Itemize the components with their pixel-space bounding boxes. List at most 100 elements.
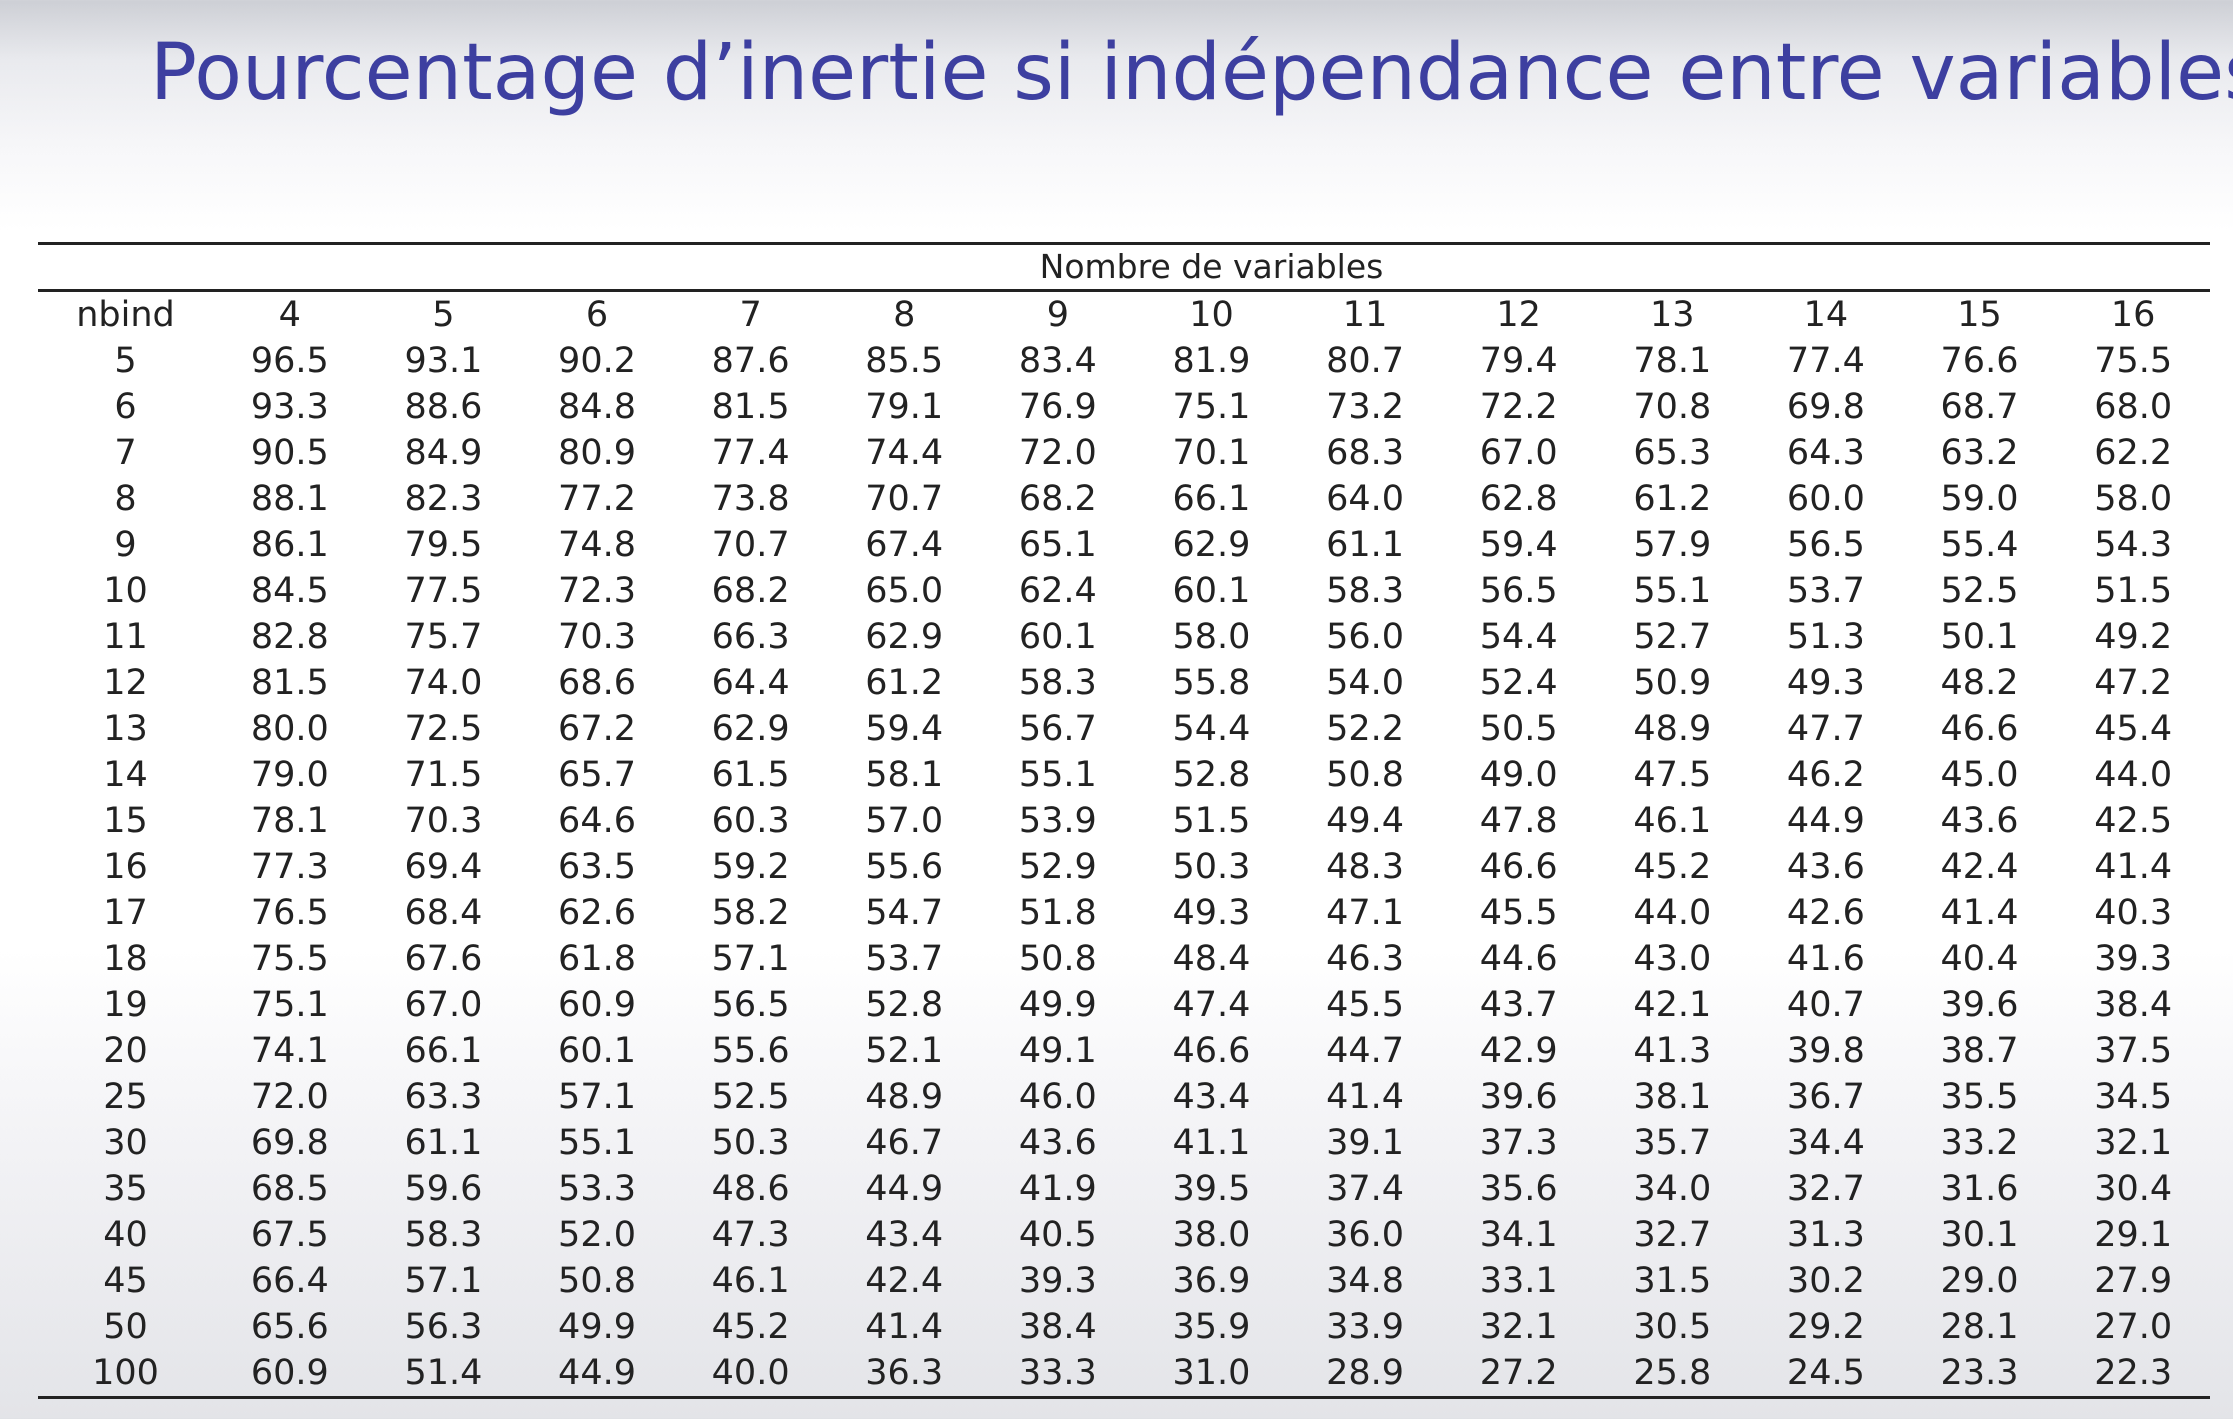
value-cell: 56.5 xyxy=(711,985,790,1025)
value-cell: 38.7 xyxy=(1940,1031,2019,1071)
table-row: 7 90.5 84.9 80.9 77.4 74.4 72.0 70.1 68.3 67.0 65.… xyxy=(38,430,2210,476)
value-cell: 44.9 xyxy=(865,1169,944,1209)
value-cell: 46.1 xyxy=(711,1261,790,1301)
value-cell: 33.9 xyxy=(1326,1307,1405,1347)
value-cell: 93.1 xyxy=(404,341,483,381)
value-cell: 44.0 xyxy=(1633,893,1712,933)
table-row: 13 80.0 72.5 67.2 62.9 59.4 56.7 54.4 52.2 50.5 48… xyxy=(38,706,2210,752)
value-cell: 45.0 xyxy=(1940,755,2019,795)
value-cell: 47.7 xyxy=(1786,709,1865,749)
value-cell: 46.0 xyxy=(1018,1077,1097,1117)
value-cell: 48.9 xyxy=(1633,709,1712,749)
value-cell: 34.5 xyxy=(2094,1077,2173,1117)
table-row: 12 81.5 74.0 68.6 64.4 61.2 58.3 55.8 54.0 52.4 50… xyxy=(38,660,2210,706)
value-cell: 57.1 xyxy=(711,939,790,979)
value-cell: 34.4 xyxy=(1786,1123,1865,1163)
value-cell: 58.3 xyxy=(404,1215,483,1255)
value-cell: 70.1 xyxy=(1172,433,1251,473)
nbind-cell: 6 xyxy=(114,387,137,427)
value-cell: 52.7 xyxy=(1633,617,1712,657)
value-cell: 53.9 xyxy=(1018,801,1097,841)
value-cell: 45.4 xyxy=(2094,709,2173,749)
value-cell: 44.9 xyxy=(1786,801,1865,841)
value-cell: 57.1 xyxy=(404,1261,483,1301)
value-cell: 45.2 xyxy=(711,1307,790,1347)
nbind-cell: 25 xyxy=(103,1077,148,1117)
value-cell: 34.0 xyxy=(1633,1169,1712,1209)
value-cell: 72.0 xyxy=(250,1077,329,1117)
value-cell: 75.7 xyxy=(404,617,483,657)
column-header: 16 xyxy=(2110,295,2156,335)
value-cell: 49.3 xyxy=(1172,893,1251,933)
value-cell: 60.9 xyxy=(213,1350,367,1399)
value-cell: 53.7 xyxy=(865,939,944,979)
value-cell: 43.4 xyxy=(865,1215,944,1255)
value-cell: 62.9 xyxy=(865,617,944,657)
value-cell: 28.9 xyxy=(1288,1350,1442,1399)
value-cell: 79.4 xyxy=(1479,341,1558,381)
value-cell: 43.4 xyxy=(1172,1077,1251,1117)
table-row: 8 88.1 82.3 77.2 73.8 70.7 68.2 66.1 64.0 62.8 61.… xyxy=(38,476,2210,522)
value-cell: 76.9 xyxy=(1018,387,1097,427)
column-header: 8 xyxy=(893,295,916,335)
value-cell: 50.3 xyxy=(711,1123,790,1163)
value-cell: 45.2 xyxy=(1633,847,1712,887)
column-header: 6 xyxy=(585,295,609,335)
table-row: 20 74.1 66.1 60.1 55.6 52.1 49.1 46.6 44.7 42.9 41… xyxy=(38,1028,2210,1074)
value-cell: 54.3 xyxy=(2094,525,2173,565)
value-cell: 69.8 xyxy=(250,1123,329,1163)
value-cell: 70.8 xyxy=(1633,387,1712,427)
value-cell: 36.0 xyxy=(1326,1215,1405,1255)
value-cell: 66.3 xyxy=(711,617,790,657)
table-row: 5 96.5 93.1 90.2 87.6 85.5 83.4 81.9 80.7 79.4 78.… xyxy=(38,338,2210,384)
value-cell: 52.5 xyxy=(1940,571,2019,611)
nbind-cell: 9 xyxy=(114,525,137,565)
value-cell: 54.4 xyxy=(1479,617,1558,657)
value-cell: 47.2 xyxy=(2094,663,2173,703)
nbind-cell: 30 xyxy=(103,1123,148,1163)
nbind-cell: 16 xyxy=(103,847,148,887)
value-cell: 40.5 xyxy=(1018,1215,1097,1255)
column-header: 10 xyxy=(1189,295,1234,335)
value-cell: 90.2 xyxy=(558,341,636,381)
value-cell: 49.0 xyxy=(1479,755,1558,795)
value-cell: 48.9 xyxy=(865,1077,944,1117)
value-cell: 38.4 xyxy=(2094,985,2173,1025)
value-cell: 32.7 xyxy=(1786,1169,1865,1209)
value-cell: 59.2 xyxy=(711,847,790,887)
value-cell: 72.5 xyxy=(404,709,483,749)
value-cell: 29.2 xyxy=(1786,1307,1865,1347)
value-cell: 63.5 xyxy=(558,847,636,887)
value-cell: 36.3 xyxy=(827,1350,982,1399)
value-cell: 67.6 xyxy=(404,939,483,979)
value-cell: 77.4 xyxy=(1786,341,1865,381)
value-cell: 25.8 xyxy=(1595,1350,1750,1399)
value-cell: 43.6 xyxy=(1786,847,1865,887)
column-header: 7 xyxy=(739,295,762,335)
value-cell: 70.7 xyxy=(865,479,944,519)
value-cell: 84.9 xyxy=(404,433,483,473)
nbind-cell: 20 xyxy=(103,1031,148,1071)
value-cell: 77.2 xyxy=(558,479,636,519)
value-cell: 79.5 xyxy=(404,525,483,565)
value-cell: 80.9 xyxy=(558,433,636,473)
value-cell: 37.3 xyxy=(1479,1123,1558,1163)
value-cell: 39.8 xyxy=(1786,1031,1865,1071)
value-cell: 70.3 xyxy=(558,617,636,657)
value-cell: 40.0 xyxy=(673,1350,828,1399)
value-cell: 49.4 xyxy=(1326,801,1405,841)
value-cell: 35.7 xyxy=(1633,1123,1712,1163)
value-cell: 38.0 xyxy=(1172,1215,1251,1255)
nbind-cell: 50 xyxy=(103,1307,148,1347)
nbind-cell: 14 xyxy=(103,755,148,795)
value-cell: 51.8 xyxy=(1018,893,1097,933)
value-cell: 77.4 xyxy=(711,433,790,473)
value-cell: 56.0 xyxy=(1326,617,1405,657)
column-header: 14 xyxy=(1803,295,1849,335)
value-cell: 44.0 xyxy=(2094,755,2173,795)
inertia-table: Nombre de variables nbind 4 5 6 7 8 9 10 11 12 13… xyxy=(38,242,2210,1399)
table-row: 45 66.4 57.1 50.8 46.1 42.4 39.3 36.9 34.8 33.1 31… xyxy=(38,1258,2210,1304)
value-cell: 45.5 xyxy=(1326,985,1405,1025)
value-cell: 64.6 xyxy=(558,801,636,841)
value-cell: 53.3 xyxy=(558,1169,636,1209)
